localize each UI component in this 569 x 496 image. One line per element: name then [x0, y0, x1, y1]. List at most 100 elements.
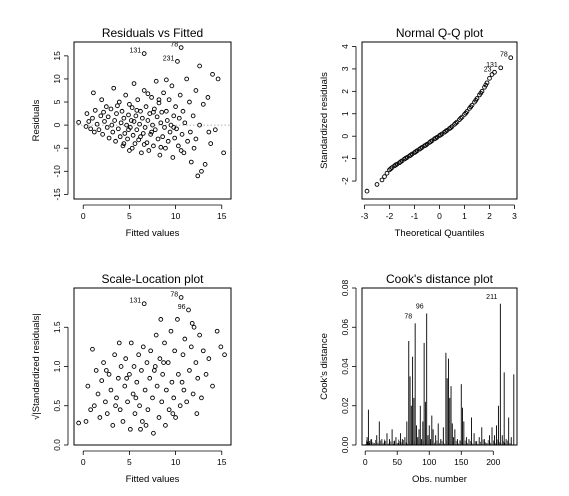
data-point	[200, 101, 206, 107]
data-point	[478, 90, 484, 96]
data-point	[106, 135, 112, 141]
data-point	[137, 403, 142, 409]
data-point	[199, 168, 204, 174]
data-point	[172, 135, 178, 141]
data-point	[141, 142, 147, 147]
data-point	[188, 159, 194, 165]
data-point	[93, 368, 99, 373]
data-point	[136, 352, 141, 358]
data-point	[103, 399, 108, 405]
data-point	[487, 75, 492, 81]
data-point	[162, 125, 167, 130]
x-axis-label: Fitted values	[126, 474, 180, 485]
data-point	[99, 97, 105, 103]
data-point	[178, 148, 184, 153]
x-axis-label: Fitted values	[126, 228, 180, 239]
y-axis-label: Standardized residuals	[319, 72, 330, 169]
data-point	[418, 145, 424, 151]
data-point	[144, 360, 150, 365]
data-point	[473, 97, 479, 103]
data-point	[103, 368, 109, 373]
data-point	[483, 82, 489, 88]
chart-title: Cook's distance plot	[386, 272, 494, 286]
y-tick-label: 3	[340, 66, 350, 71]
data-point	[177, 403, 183, 409]
data-point	[448, 125, 454, 131]
data-point	[166, 97, 172, 103]
data-point	[382, 174, 387, 179]
data-point	[170, 411, 176, 416]
data-point	[403, 155, 409, 161]
y-tick-label: 1.5	[52, 321, 62, 333]
y-tick-label: 10	[52, 74, 62, 84]
data-point	[433, 135, 439, 141]
data-point	[153, 78, 159, 84]
data-point	[187, 99, 192, 105]
data-point	[158, 120, 164, 126]
data-point	[101, 109, 106, 115]
x-tick-label: 3	[512, 211, 517, 221]
data-point	[187, 368, 192, 373]
point-annotation: 131	[130, 48, 142, 55]
data-point	[157, 152, 163, 158]
x-tick-label: 0	[437, 211, 442, 221]
data-point	[139, 419, 145, 424]
data-point	[114, 395, 119, 401]
data-point	[175, 59, 180, 64]
data-point	[453, 120, 459, 126]
data-point	[364, 188, 370, 194]
data-point	[129, 105, 135, 110]
data-point	[138, 108, 143, 114]
data-point	[168, 328, 174, 334]
data-point	[508, 55, 514, 61]
data-point	[131, 364, 137, 369]
data-point	[96, 127, 102, 133]
data-point	[210, 383, 215, 389]
data-point	[171, 113, 177, 119]
data-point	[160, 372, 166, 377]
data-point	[85, 383, 91, 389]
y-axis-label: √|Standardized residuals|	[31, 313, 42, 420]
x-tick-label: 0	[363, 457, 368, 467]
data-point	[126, 127, 131, 133]
data-point	[143, 104, 149, 109]
data-point	[122, 383, 128, 389]
data-point	[408, 152, 414, 158]
data-point	[218, 344, 224, 350]
data-point	[91, 129, 97, 135]
data-point	[180, 352, 186, 358]
data-point	[164, 77, 169, 83]
data-point	[160, 134, 166, 140]
data-point	[138, 134, 143, 140]
data-point	[128, 340, 134, 346]
data-point	[173, 415, 178, 420]
data-point	[457, 117, 462, 122]
data-point	[180, 108, 186, 114]
data-point	[152, 127, 158, 133]
data-point	[178, 295, 184, 300]
data-point	[459, 114, 465, 120]
data-point	[210, 71, 215, 77]
data-point	[167, 129, 173, 135]
data-point	[123, 356, 129, 361]
data-point	[124, 122, 129, 128]
x-tick-label: 100	[422, 457, 436, 467]
data-point	[145, 118, 151, 123]
data-point	[175, 317, 180, 322]
data-point	[135, 97, 141, 103]
data-point	[92, 107, 98, 113]
data-point	[111, 85, 117, 91]
data-point	[134, 127, 140, 133]
data-point	[176, 372, 181, 377]
data-point	[130, 391, 136, 397]
x-tick-label: 50	[392, 457, 402, 467]
data-point	[182, 120, 188, 126]
data-point	[105, 114, 111, 120]
data-point	[118, 364, 124, 369]
data-point	[110, 129, 116, 135]
data-point	[94, 121, 100, 127]
point-annotation: 78	[170, 291, 178, 298]
y-tick-label: 0.08	[340, 279, 350, 296]
data-point	[86, 119, 92, 124]
data-point	[124, 375, 129, 381]
